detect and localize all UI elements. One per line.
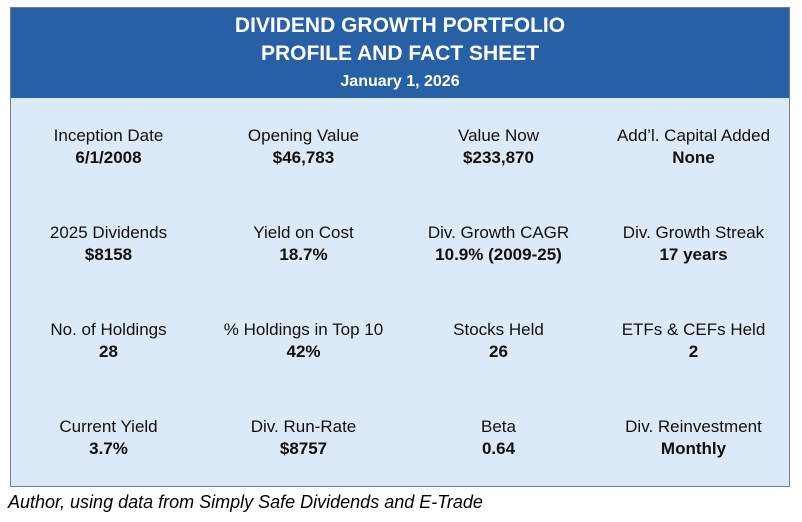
- fact-value: $8757: [279, 439, 328, 458]
- facts-grid: Inception Date 6/1/2008 Opening Value $4…: [11, 98, 789, 486]
- fact-value: Monthly: [660, 439, 727, 458]
- fact-value: 3.7%: [89, 439, 128, 458]
- fact-value: None: [672, 148, 715, 167]
- title-line-2: PROFILE AND FACT SHEET: [260, 42, 540, 65]
- fact-additional-capital: Add’l. Capital Added None: [596, 98, 791, 195]
- fact-label: % Holdings in Top 10: [223, 320, 384, 339]
- fact-value: $233,870: [463, 148, 534, 167]
- fact-stocks-held: Stocks Held 26: [401, 292, 596, 389]
- fact-inception-date: Inception Date 6/1/2008: [11, 98, 206, 195]
- fact-sheet: DIVIDEND GROWTH PORTFOLIO PROFILE AND FA…: [10, 7, 790, 487]
- source-caption: Author, using data from Simply Safe Divi…: [8, 492, 483, 512]
- fact-label: Div. Growth CAGR: [427, 223, 570, 242]
- fact-label: Opening Value: [247, 126, 360, 145]
- fact-label: Beta: [481, 417, 516, 436]
- fact-beta: Beta 0.64: [401, 389, 596, 486]
- fact-label: Value Now: [458, 126, 539, 145]
- fact-value: 6/1/2008: [75, 148, 142, 167]
- fact-label: Div. Growth Streak: [622, 223, 765, 242]
- fact-opening-value: Opening Value $46,783: [206, 98, 401, 195]
- fact-value: 42%: [286, 342, 321, 361]
- fact-label: Div. Reinvestment: [625, 417, 762, 436]
- fact-value: 18.7%: [279, 245, 328, 264]
- title-line-1: DIVIDEND GROWTH PORTFOLIO: [234, 14, 566, 37]
- fact-label: Add’l. Capital Added: [616, 126, 771, 145]
- sheet-date: January 1, 2026: [340, 73, 460, 90]
- fact-div-growth-cagr: Div. Growth CAGR 10.9% (2009-25): [401, 195, 596, 292]
- fact-value: 0.64: [481, 439, 516, 458]
- fact-current-yield: Current Yield 3.7%: [11, 389, 206, 486]
- fact-sheet-header: DIVIDEND GROWTH PORTFOLIO PROFILE AND FA…: [11, 8, 789, 98]
- fact-etfs-cefs-held: ETFs & CEFs Held 2: [596, 292, 791, 389]
- fact-div-run-rate: Div. Run-Rate $8757: [206, 389, 401, 486]
- fact-value: 28: [99, 342, 118, 361]
- fact-div-growth-streak: Div. Growth Streak 17 years: [596, 195, 791, 292]
- fact-value: 2: [688, 342, 699, 361]
- fact-value: 17 years: [659, 245, 728, 264]
- fact-value: 10.9% (2009-25): [435, 245, 562, 264]
- fact-label: No. of Holdings: [50, 320, 167, 339]
- fact-value-now: Value Now $233,870: [401, 98, 596, 195]
- fact-label: Div. Run-Rate: [250, 417, 357, 436]
- fact-label: 2025 Dividends: [49, 223, 168, 242]
- fact-value: $46,783: [272, 148, 335, 167]
- fact-label: ETFs & CEFs Held: [621, 320, 766, 339]
- fact-value: 26: [489, 342, 508, 361]
- fact-value: $8158: [84, 245, 133, 264]
- fact-label: Current Yield: [59, 417, 158, 436]
- fact-label: Inception Date: [53, 126, 164, 145]
- fact-holdings-in-top-10: % Holdings in Top 10 42%: [206, 292, 401, 389]
- fact-div-reinvestment: Div. Reinvestment Monthly: [596, 389, 791, 486]
- fact-label: Yield on Cost: [253, 223, 354, 242]
- fact-yield-on-cost: Yield on Cost 18.7%: [206, 195, 401, 292]
- fact-2025-dividends: 2025 Dividends $8158: [11, 195, 206, 292]
- fact-number-of-holdings: No. of Holdings 28: [11, 292, 206, 389]
- fact-label: Stocks Held: [453, 320, 544, 339]
